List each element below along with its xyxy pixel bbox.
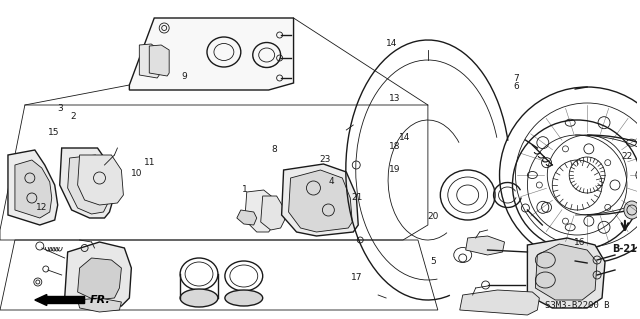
- Polygon shape: [68, 155, 109, 214]
- Text: 10: 10: [131, 169, 143, 178]
- Text: 6: 6: [513, 82, 519, 91]
- Text: 15: 15: [49, 128, 60, 137]
- Text: 14: 14: [386, 39, 397, 48]
- Text: 1: 1: [243, 185, 248, 194]
- Text: 5: 5: [430, 257, 436, 266]
- Text: FR.: FR.: [90, 295, 110, 305]
- Text: 9: 9: [182, 72, 188, 81]
- Polygon shape: [77, 155, 124, 205]
- Polygon shape: [237, 210, 257, 225]
- Polygon shape: [536, 244, 597, 300]
- Text: 22: 22: [621, 152, 633, 161]
- Text: 8: 8: [271, 145, 276, 154]
- Text: 14: 14: [399, 133, 410, 142]
- Text: 19: 19: [389, 165, 401, 174]
- Text: 11: 11: [144, 158, 156, 167]
- Polygon shape: [15, 160, 52, 218]
- Text: 23: 23: [319, 155, 330, 164]
- Text: 21: 21: [351, 193, 362, 202]
- Text: 2: 2: [70, 112, 76, 121]
- Ellipse shape: [225, 290, 262, 306]
- Polygon shape: [149, 45, 169, 76]
- Text: 16: 16: [574, 238, 586, 247]
- Text: 17: 17: [351, 273, 362, 282]
- Text: B-21: B-21: [612, 244, 637, 254]
- Polygon shape: [140, 44, 159, 78]
- Polygon shape: [8, 150, 58, 225]
- Text: 4: 4: [328, 177, 334, 186]
- Text: 7: 7: [513, 74, 519, 83]
- Polygon shape: [460, 290, 540, 315]
- FancyArrow shape: [35, 294, 84, 306]
- Polygon shape: [527, 238, 605, 308]
- Text: 18: 18: [389, 142, 401, 151]
- Text: 20: 20: [428, 212, 439, 221]
- Ellipse shape: [624, 201, 640, 219]
- Polygon shape: [244, 190, 276, 232]
- Polygon shape: [466, 236, 504, 255]
- Ellipse shape: [180, 289, 218, 307]
- Polygon shape: [260, 196, 285, 230]
- Polygon shape: [289, 170, 352, 232]
- Text: 12: 12: [36, 203, 47, 212]
- Polygon shape: [129, 18, 294, 90]
- Polygon shape: [65, 242, 131, 308]
- Polygon shape: [282, 164, 358, 236]
- Polygon shape: [77, 298, 122, 312]
- Text: 13: 13: [389, 94, 401, 103]
- Polygon shape: [60, 148, 115, 218]
- Text: 3: 3: [58, 104, 63, 113]
- Polygon shape: [77, 258, 122, 300]
- Text: S3M3-B2200 B: S3M3-B2200 B: [545, 300, 609, 309]
